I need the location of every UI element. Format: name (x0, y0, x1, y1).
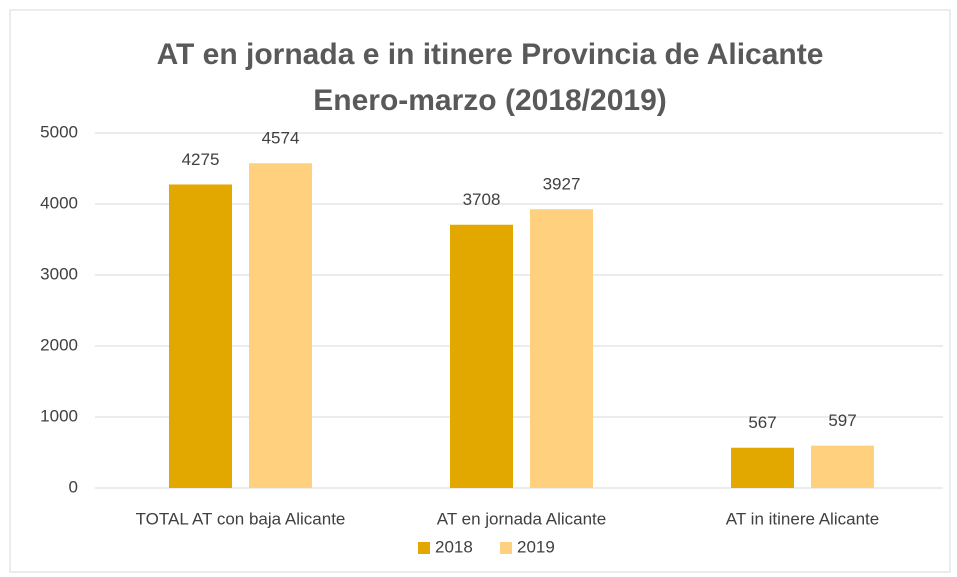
bar (249, 163, 312, 488)
chart-title: Enero-marzo (2018/2019) (313, 84, 667, 117)
y-tick-label: 3000 (40, 264, 78, 283)
value-label: 597 (828, 411, 856, 430)
value-label: 4574 (262, 129, 300, 148)
bar (530, 209, 593, 489)
y-tick-label: 2000 (40, 335, 78, 354)
x-tick-label: TOTAL AT con baja Alicante (136, 509, 346, 528)
legend-label: 2018 (435, 537, 473, 556)
bar (731, 447, 794, 488)
x-tick-label: AT in itinere Alicante (726, 509, 879, 528)
x-tick-label: AT en jornada Alicante (437, 509, 607, 528)
y-tick-label: 1000 (40, 406, 78, 425)
legend-swatch (500, 542, 512, 554)
bar (450, 224, 513, 488)
y-tick-label: 0 (69, 477, 78, 496)
chart-title: AT en jornada e in itinere Provincia de … (157, 38, 824, 71)
value-label: 4275 (182, 150, 220, 169)
legend-swatch (418, 542, 430, 554)
y-tick-label: 4000 (40, 193, 78, 212)
value-label: 3927 (543, 175, 581, 194)
legend-label: 2019 (517, 537, 555, 556)
value-label: 3708 (463, 190, 501, 209)
y-tick-label: 5000 (40, 122, 78, 141)
bar (169, 184, 232, 488)
bar (811, 445, 874, 488)
value-label: 567 (748, 413, 776, 432)
